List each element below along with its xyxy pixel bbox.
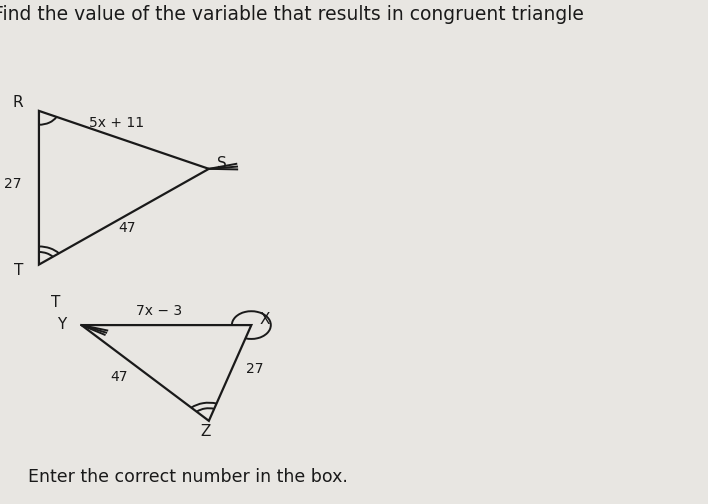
Text: 47: 47 bbox=[110, 369, 127, 384]
Text: 5x + 11: 5x + 11 bbox=[89, 116, 144, 130]
Text: 7x − 3: 7x − 3 bbox=[136, 304, 183, 318]
Text: T: T bbox=[14, 263, 23, 278]
Text: Z: Z bbox=[200, 424, 210, 439]
Text: Y: Y bbox=[57, 317, 66, 332]
Text: 27: 27 bbox=[246, 362, 263, 376]
Text: Enter the correct number in the box.: Enter the correct number in the box. bbox=[28, 468, 348, 486]
Text: Find the value of the variable that results in congruent triangle: Find the value of the variable that resu… bbox=[0, 5, 584, 24]
Text: X: X bbox=[260, 312, 270, 327]
Text: 47: 47 bbox=[119, 221, 136, 235]
Text: 27: 27 bbox=[4, 177, 21, 191]
Text: S: S bbox=[217, 156, 227, 171]
Text: T: T bbox=[51, 295, 60, 310]
Text: R: R bbox=[13, 95, 23, 110]
